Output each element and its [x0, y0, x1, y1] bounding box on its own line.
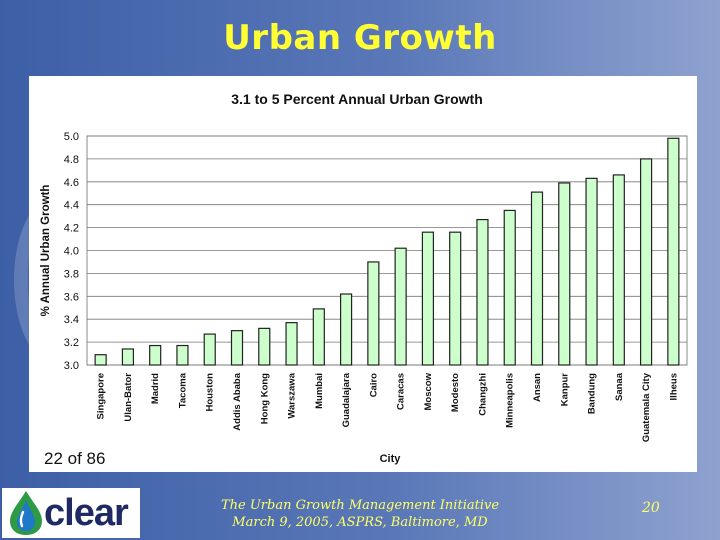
- bar: [449, 231, 462, 366]
- bar: [612, 174, 625, 366]
- y-tick-label: 4.8: [64, 154, 79, 166]
- x-tick-label: Minneapolis: [505, 373, 516, 428]
- x-tick-label: Ansan: [532, 373, 543, 402]
- bar: [558, 182, 571, 366]
- x-tick-label: Ulan-Bator: [123, 373, 134, 422]
- x-tick-label: Cairo: [368, 373, 379, 397]
- bar: [530, 191, 544, 366]
- chart-title: 3.1 to 5 Percent Annual Urban Growth: [231, 91, 483, 107]
- bar: [230, 330, 244, 366]
- bar: [367, 261, 380, 366]
- y-tick-label: 3.6: [64, 291, 79, 303]
- x-tick-label: Houston: [205, 373, 216, 412]
- footer-initiative: The Urban Growth Management Initiative: [220, 498, 500, 513]
- y-axis-label: % Annual Urban Growth: [40, 185, 52, 317]
- x-tick-label: Mumbai: [314, 373, 325, 409]
- y-tick-label: 4.0: [64, 246, 79, 258]
- x-tick-label: Ilheus: [668, 373, 679, 400]
- x-tick-label: Sanaa: [614, 372, 625, 401]
- page-count: 22 of 86: [44, 449, 106, 468]
- bar: [94, 354, 107, 366]
- bar: [476, 218, 489, 366]
- x-tick-label: Madrid: [150, 373, 161, 404]
- bar: [394, 247, 407, 366]
- x-tick-label: Kanpur: [559, 373, 570, 407]
- x-tick-label: Guadalajara: [341, 372, 352, 427]
- x-axis-label: City: [380, 453, 402, 465]
- y-tick-label: 5.0: [64, 131, 79, 143]
- x-tick-label: Bandung: [587, 373, 598, 414]
- bar: [585, 177, 598, 366]
- x-tick-label: Singapore: [96, 373, 107, 419]
- bar: [121, 348, 135, 366]
- x-tick-label: Changzhi: [477, 373, 488, 416]
- logo-wordmark: clear: [44, 492, 129, 534]
- y-tick-label: 3.8: [64, 268, 79, 280]
- bar: [667, 137, 680, 366]
- bar: [285, 322, 298, 366]
- chart-panel: 3.0 3.2 3.4 3.6 3.8 4.0 4.2 4.4 4.6 4.8 5.0 Singapo…: [29, 76, 697, 472]
- bar: [312, 308, 325, 366]
- bar: [503, 209, 516, 366]
- bar: [149, 344, 162, 366]
- clear-logo: clear: [2, 488, 140, 538]
- y-tick-label: 4.2: [64, 223, 79, 235]
- bar: [639, 158, 653, 366]
- x-tick-label: Modesto: [450, 373, 461, 412]
- y-tick-label: 3.0: [64, 360, 79, 372]
- x-tick-label: Hong Kong: [259, 373, 270, 424]
- leaf-drop-icon: [10, 491, 42, 535]
- footer-event: March 9, 2005, ASPRS, Baltimore, MD: [232, 515, 488, 530]
- bar: [258, 327, 271, 366]
- slide-title: Urban Growth: [223, 18, 497, 58]
- x-tick-label: Guatemala City: [641, 372, 652, 442]
- bar: [421, 231, 435, 366]
- x-tick-label: Addis Ababa: [232, 372, 243, 430]
- y-tick-label: 4.6: [64, 177, 79, 189]
- y-tick-label: 3.4: [64, 314, 79, 326]
- y-tick-label: 3.2: [64, 337, 79, 349]
- x-tick-label: Tacoma: [177, 372, 188, 408]
- bar-chart: 3.0 3.2 3.4 3.6 3.8 4.0 4.2 4.4 4.6 4.8 5.0 Singapo…: [40, 91, 688, 465]
- slide-number: 20: [642, 500, 660, 516]
- bar: [339, 293, 353, 366]
- x-tick-label: Caracas: [396, 373, 407, 410]
- bar: [176, 344, 189, 366]
- y-tick-label: 4.4: [64, 200, 79, 212]
- x-tick-label: Warszawa: [287, 372, 298, 418]
- bar: [203, 333, 216, 366]
- x-tick-label: Moscow: [423, 372, 434, 410]
